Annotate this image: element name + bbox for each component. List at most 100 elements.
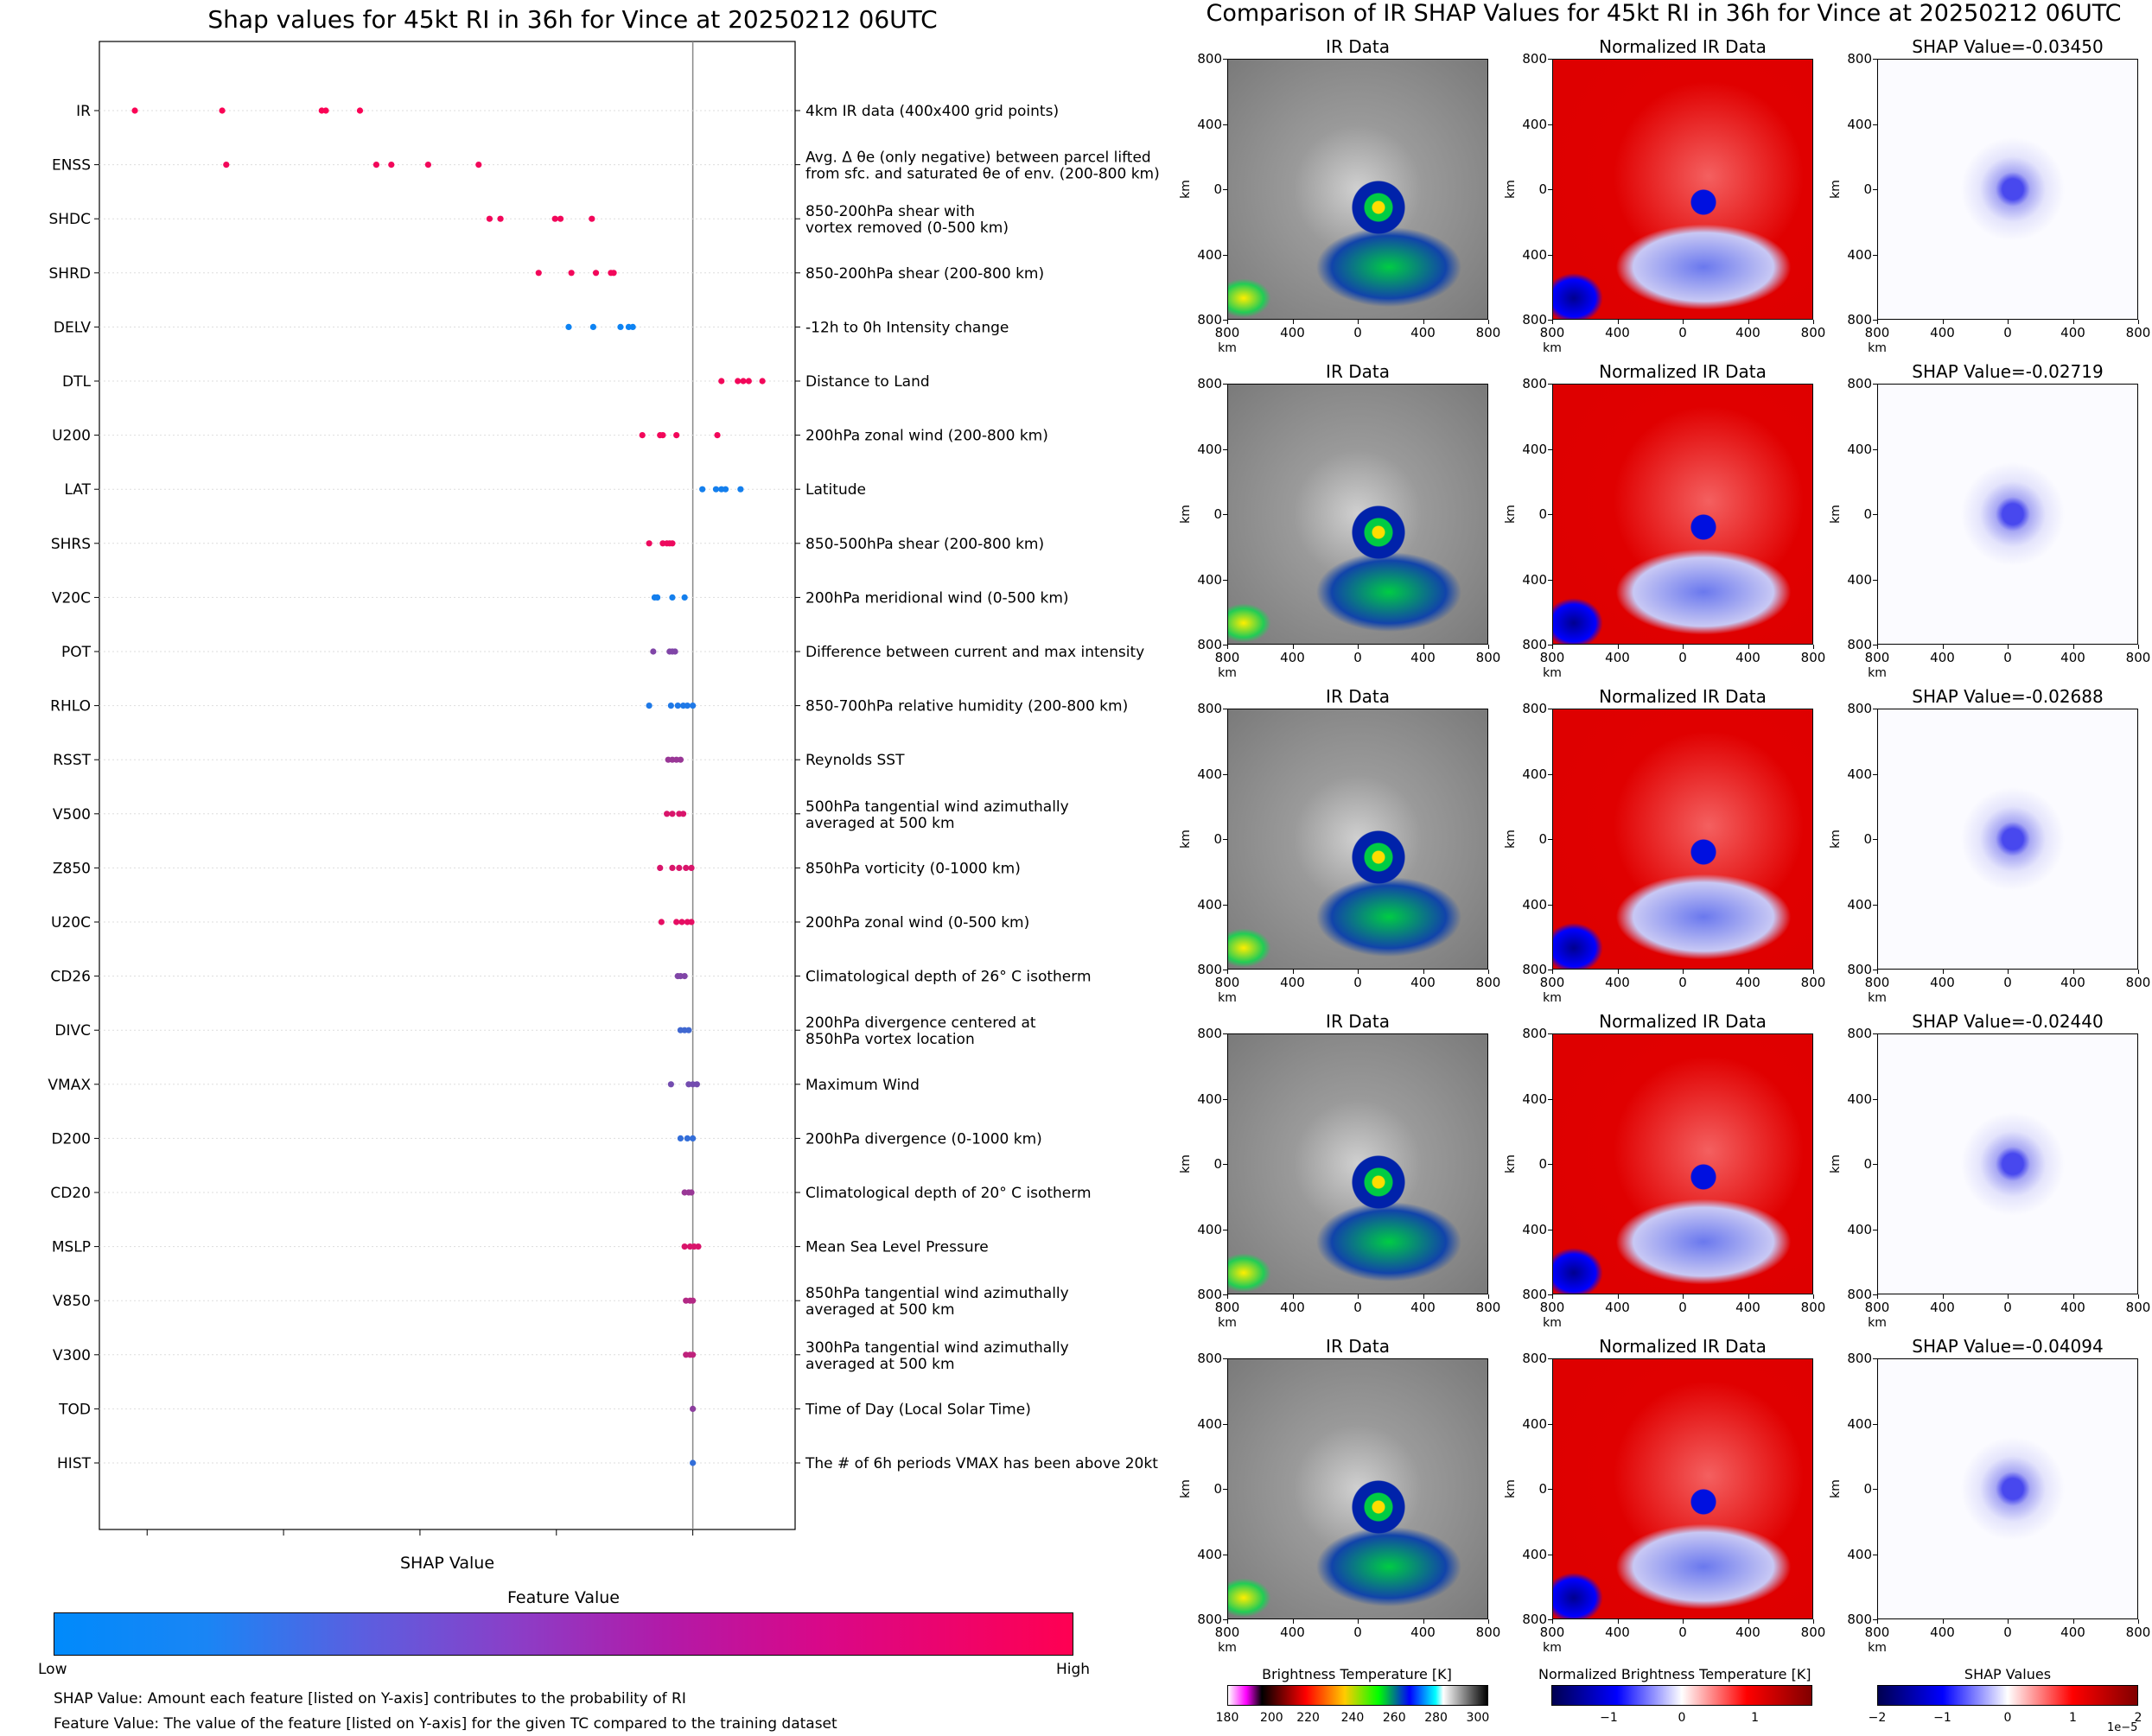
- y-tick-mark: [1548, 1619, 1552, 1620]
- y-tick-label: 800: [1197, 51, 1222, 67]
- shap-point: [677, 756, 684, 763]
- feature-description-label: Latitude: [805, 481, 866, 499]
- x-tick-mark: [1227, 970, 1228, 974]
- y-tick-mark: [1223, 384, 1227, 385]
- shap-values-colorbar: [1877, 1685, 2138, 1706]
- y-tick-label: 400: [1847, 571, 1872, 588]
- x-tick-label: 0: [1353, 650, 1362, 665]
- x-tick-mark: [1617, 645, 1619, 649]
- y-axis-km-label: km: [1829, 1154, 1843, 1173]
- shap-map-image: [1877, 384, 2138, 645]
- x-tick-mark: [1683, 1619, 1684, 1624]
- x-tick-label: 0: [1678, 975, 1687, 990]
- feature-description-label: Climatological depth of 20° C isotherm: [805, 1185, 1092, 1202]
- x-tick-label: 800: [1214, 1625, 1240, 1640]
- x-tick-label: 0: [2003, 325, 2012, 340]
- colorbar-tick-label: 200: [1259, 1711, 1283, 1725]
- shap-point: [669, 540, 676, 547]
- shap-panel-title: SHAP Value=-0.03450: [1912, 36, 2104, 57]
- y-tick-mark: [1223, 1358, 1227, 1359]
- x-tick-label: 400: [1280, 650, 1305, 665]
- y-tick-label: 800: [1847, 1351, 1872, 1366]
- x-tick-mark: [1877, 970, 1878, 974]
- x-tick-label: 0: [2003, 975, 2012, 990]
- x-tick-mark: [1748, 645, 1749, 649]
- y-tick-mark: [1548, 514, 1552, 515]
- normalized-ir-image: [1552, 1358, 1813, 1619]
- x-tick-label: 0: [1678, 1625, 1687, 1640]
- shap-point: [676, 864, 683, 872]
- y-tick-mark: [1873, 59, 1877, 60]
- y-tick-mark: [1223, 189, 1227, 190]
- x-tick-mark: [1358, 320, 1359, 324]
- y-tick-mark: [1223, 1294, 1227, 1295]
- feature-name-label: U200: [52, 428, 91, 445]
- feature-name-label: RHLO: [50, 698, 91, 715]
- x-tick-label: 800: [1214, 325, 1240, 340]
- y-tick-mark: [1873, 1098, 1877, 1100]
- bt-colorbar-title: Brightness Temperature [K]: [1262, 1666, 1452, 1682]
- x-tick-label: 400: [1735, 650, 1760, 665]
- y-tick-label: 400: [1847, 441, 1872, 457]
- feature-name-label: TOD: [58, 1401, 91, 1418]
- shap-point: [714, 432, 721, 439]
- x-tick-label: 800: [1864, 975, 1890, 990]
- shap-point: [673, 919, 680, 925]
- y-tick-label: 400: [1197, 1091, 1222, 1107]
- colorbar-tick-label: 260: [1382, 1711, 1406, 1725]
- shap-point: [690, 1459, 697, 1466]
- x-tick-label: 800: [1475, 650, 1501, 665]
- shap-point: [681, 594, 688, 601]
- x-tick-label: 800: [1539, 1625, 1565, 1640]
- feature-name-label: Z850: [53, 860, 91, 877]
- colorbar-tick-label: 2: [2134, 1711, 2142, 1725]
- shap-point: [650, 648, 657, 655]
- y-tick-mark: [1548, 59, 1552, 60]
- shap-axes-frame: [99, 41, 796, 1530]
- x-tick-mark: [1358, 645, 1359, 649]
- shap-point: [372, 162, 380, 169]
- x-tick-mark: [1292, 1619, 1294, 1624]
- y-tick-label: 0: [1213, 831, 1222, 847]
- x-tick-mark: [2008, 320, 2009, 324]
- feature-description-label: 200hPa divergence (0-1000 km): [805, 1130, 1042, 1148]
- y-tick-mark: [1223, 1489, 1227, 1490]
- x-tick-mark: [1683, 1294, 1684, 1299]
- x-axis-km-label: km: [1868, 1316, 1887, 1330]
- x-tick-mark: [1877, 1619, 1878, 1624]
- y-tick-mark: [1223, 1619, 1227, 1620]
- y-tick-mark: [1873, 1489, 1877, 1490]
- x-tick-mark: [1617, 1294, 1619, 1299]
- feature-name-label: SHRD: [49, 265, 91, 283]
- y-tick-mark: [1548, 773, 1552, 775]
- x-tick-mark: [1813, 1619, 1814, 1624]
- y-tick-label: 0: [1863, 506, 1872, 522]
- x-tick-mark: [1292, 645, 1294, 649]
- feature-description-label: 850-200hPa shear with vortex removed (0-5…: [805, 203, 1009, 237]
- y-axis-km-label: km: [1504, 1479, 1518, 1498]
- y-tick-mark: [1223, 904, 1227, 906]
- x-tick-mark: [1617, 970, 1619, 974]
- y-tick-label: 800: [1847, 376, 1872, 391]
- shap-map-image: [1877, 1358, 2138, 1619]
- x-axis-km-label: km: [1868, 991, 1887, 1005]
- y-tick-label: 800: [1847, 701, 1872, 716]
- colorbar-high-label: High: [1056, 1661, 1091, 1678]
- x-tick-label: 400: [1280, 1625, 1305, 1640]
- x-tick-label: 400: [1605, 975, 1630, 990]
- x-tick-mark: [1813, 1294, 1814, 1299]
- shap-point: [688, 864, 695, 872]
- y-tick-mark: [1873, 320, 1877, 321]
- shap-colorbar-title: SHAP Values: [1964, 1666, 2052, 1682]
- y-tick-label: 0: [1213, 181, 1222, 197]
- shap-point: [718, 378, 725, 385]
- ir-panel-title: IR Data: [1326, 686, 1390, 707]
- y-tick-label: 400: [1522, 766, 1547, 782]
- y-tick-label: 800: [1847, 1612, 1872, 1627]
- feature-description-label: The # of 6h periods VMAX has been above …: [805, 1455, 1158, 1472]
- y-tick-label: 400: [1847, 1546, 1872, 1562]
- x-axis-km-label: km: [1218, 666, 1237, 680]
- shap-point: [693, 1081, 700, 1088]
- y-tick-label: 800: [1197, 312, 1222, 327]
- feature-name-label: CD20: [50, 1185, 91, 1202]
